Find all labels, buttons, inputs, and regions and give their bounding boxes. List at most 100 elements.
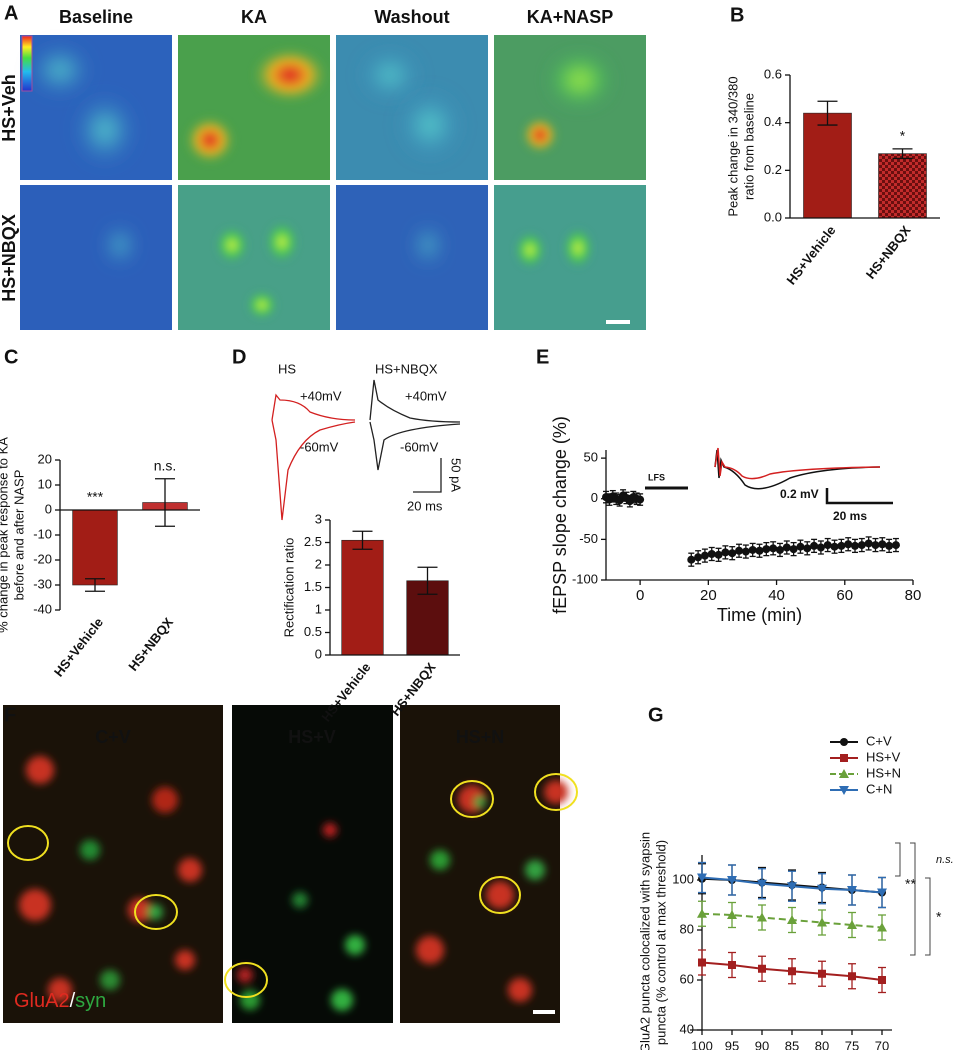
point [727,910,737,919]
point [687,555,696,564]
point [697,873,707,883]
point [847,920,857,929]
image-title: HS+N [456,727,505,747]
x-tick-label: 90 [755,1038,769,1050]
y-tick-label: -100 [572,571,598,586]
trace-label: -60mV [300,439,339,454]
colorbar [21,35,33,92]
y-tick-label: -50 [579,531,598,546]
y-tick-label: 2 [315,556,322,571]
point [727,876,737,885]
point [817,884,827,894]
point [721,548,730,557]
point [885,541,894,550]
y-tick-label: 0.2 [764,162,782,177]
y-tick-label: -10 [33,526,52,541]
puncta [19,756,202,1002]
roi-circle [534,773,578,811]
cell [414,225,442,265]
cell [398,90,462,160]
x-tick-label: 95 [725,1038,739,1050]
y-tick-label: 0.0 [764,209,782,224]
cell [105,225,135,265]
roi-circle [224,962,268,998]
point [755,546,764,555]
annotation: ** [905,876,916,892]
y-tick-label: 0 [591,490,598,505]
point [839,769,849,778]
panel-label: E [536,346,549,368]
point [823,541,832,550]
point [789,545,798,554]
cell [515,232,545,268]
annotation: LFS [648,472,665,482]
roi-circle [479,876,521,914]
point [847,886,857,895]
point [735,546,744,555]
x-tick-label: 85 [785,1038,799,1050]
point [758,964,766,973]
roi-circle [134,894,178,930]
y-tick-label: 0 [45,501,52,516]
trace [714,447,881,480]
bracket [910,842,916,956]
point [871,541,880,550]
x-tick-label: HS+NBQX [125,614,176,673]
y-tick-label: 40 [680,1021,694,1036]
panel-label: B [730,4,744,26]
cell [266,222,298,262]
legend-label: C+V [866,733,892,748]
point [757,879,767,889]
y-axis-label: ratio from baseline [741,93,756,200]
bar [803,112,852,219]
y-tick-label: 50 [584,450,598,465]
point [769,544,778,553]
y-tick-label: 2.5 [304,534,322,549]
image-title: C+V [95,727,131,747]
trace [271,419,356,521]
y-axis-label: fEPSP slope change (%) [550,416,570,614]
column-title: KA+NASP [527,7,614,27]
point [877,922,887,932]
point [796,542,805,551]
y-tick-label: 20 [38,451,52,466]
point [810,541,819,550]
y-axis-label: % change in peak response to KA [0,437,10,633]
panel-label: D [232,346,246,368]
point [748,545,757,554]
annotation: * [936,909,942,925]
y-axis-label: Peak change in 340/380 [725,76,740,216]
point [839,786,849,795]
trace [369,421,461,471]
point [787,915,797,924]
x-tick-label: 100 [691,1038,713,1050]
bar [341,539,384,656]
y-tick-label: 10 [38,476,52,491]
panel-a-images: A Baseline KA Washout KA+NASP HS+Veh HS+… [0,2,646,330]
separator: / [70,990,76,1012]
point [851,541,860,550]
point [707,550,716,558]
y-tick-label: 1 [315,601,322,616]
point [817,917,827,927]
y-tick-label: 0.6 [764,66,782,81]
y-axis-label: before and after NASP [11,470,26,601]
significance: *** [87,489,104,505]
stain-name: syn [75,990,106,1012]
point [636,495,645,504]
y-tick-label: -30 [33,576,52,591]
scale-bar [825,488,893,505]
panel-e-inset [645,447,893,505]
panel-label: G [648,704,664,726]
point [878,976,886,984]
x-tick-label: 80 [905,587,922,604]
scale-label: 20 ms [407,498,443,513]
cell [185,116,235,164]
image-title: HS+V [288,727,336,747]
point [891,541,900,550]
panel-label: A [4,2,18,24]
point [694,553,703,562]
point [787,882,797,892]
